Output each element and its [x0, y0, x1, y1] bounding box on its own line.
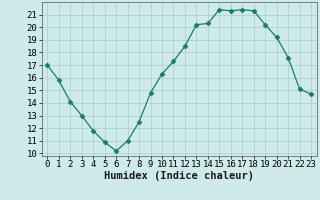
X-axis label: Humidex (Indice chaleur): Humidex (Indice chaleur) — [104, 171, 254, 181]
